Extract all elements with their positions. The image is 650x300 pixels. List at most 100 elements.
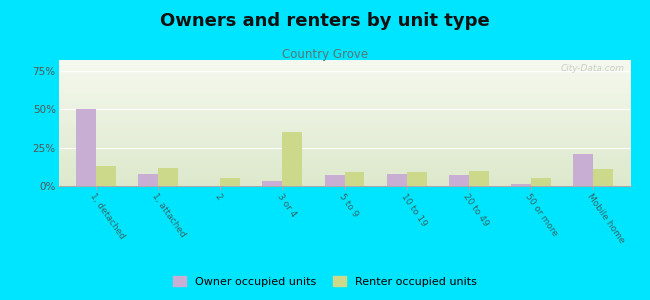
Bar <box>469 171 489 186</box>
Bar <box>58 84 630 85</box>
Bar <box>58 104 630 105</box>
Bar <box>58 153 630 154</box>
Bar <box>58 121 630 122</box>
Bar <box>58 156 630 157</box>
Text: Country Grove: Country Grove <box>282 48 368 61</box>
Bar <box>58 90 630 92</box>
Bar <box>58 105 630 106</box>
Bar <box>58 102 630 103</box>
Text: City-Data.com: City-Data.com <box>561 64 625 73</box>
Bar <box>58 94 630 95</box>
Bar <box>58 163 630 165</box>
Bar <box>58 92 630 93</box>
Bar <box>58 62 630 64</box>
Bar <box>58 157 630 158</box>
Bar <box>58 162 630 163</box>
Bar <box>58 127 630 128</box>
Bar <box>58 123 630 124</box>
Bar <box>58 152 630 153</box>
Bar <box>58 178 630 180</box>
Bar <box>58 138 630 140</box>
Bar <box>58 97 630 98</box>
Bar <box>58 79 630 80</box>
Bar <box>58 85 630 86</box>
Bar <box>58 182 630 184</box>
Bar <box>573 154 593 186</box>
Bar <box>58 125 630 127</box>
Bar <box>58 117 630 118</box>
Bar <box>138 174 158 186</box>
Bar <box>344 172 365 186</box>
Bar <box>58 161 630 162</box>
Bar <box>58 134 630 136</box>
Bar <box>58 83 630 84</box>
Bar <box>58 167 630 168</box>
Bar <box>593 169 613 186</box>
Bar <box>58 176 630 177</box>
Bar <box>58 61 630 62</box>
Bar <box>58 149 630 151</box>
Bar <box>58 93 630 94</box>
Bar <box>324 175 345 186</box>
Bar <box>58 141 630 142</box>
Bar <box>58 89 630 90</box>
Bar <box>58 137 630 138</box>
Bar <box>58 169 630 171</box>
Bar <box>58 74 630 75</box>
Bar <box>58 106 630 108</box>
Bar <box>58 108 630 109</box>
Bar <box>58 173 630 175</box>
Bar <box>58 98 630 99</box>
Bar <box>58 130 630 132</box>
Bar <box>96 166 116 186</box>
Bar <box>263 182 282 186</box>
Bar <box>58 80 630 81</box>
Bar <box>58 166 630 167</box>
Bar <box>449 175 469 186</box>
Bar <box>58 88 630 89</box>
Bar <box>58 110 630 112</box>
Bar <box>58 100 630 102</box>
Bar <box>220 178 240 186</box>
Bar <box>531 178 551 186</box>
Bar <box>58 64 630 65</box>
Bar <box>58 119 630 121</box>
Bar <box>58 75 630 76</box>
Bar <box>58 177 630 178</box>
Bar <box>58 66 630 68</box>
Bar <box>76 109 96 186</box>
Bar <box>58 116 630 117</box>
Bar <box>58 81 630 83</box>
Bar <box>58 95 630 97</box>
Bar <box>58 132 630 133</box>
Bar <box>58 158 630 160</box>
Bar <box>58 168 630 169</box>
Bar <box>58 180 630 181</box>
Bar <box>58 148 630 149</box>
Bar <box>58 124 630 125</box>
Bar <box>58 99 630 100</box>
Bar <box>58 65 630 66</box>
Bar <box>58 140 630 141</box>
Bar <box>511 184 531 186</box>
Bar <box>387 174 407 186</box>
Bar <box>58 122 630 123</box>
Bar <box>58 175 630 176</box>
Bar <box>407 172 426 186</box>
Bar <box>58 103 630 104</box>
Bar <box>58 147 630 148</box>
Bar <box>58 68 630 69</box>
Bar <box>58 142 630 143</box>
Bar <box>58 160 630 161</box>
Bar <box>58 172 630 173</box>
Bar <box>58 144 630 146</box>
Text: Owners and renters by unit type: Owners and renters by unit type <box>160 12 490 30</box>
Bar <box>58 78 630 79</box>
Bar <box>58 73 630 74</box>
Bar <box>58 128 630 129</box>
Bar <box>158 168 178 186</box>
Bar <box>58 129 630 130</box>
Bar <box>58 133 630 134</box>
Bar <box>58 146 630 147</box>
Bar <box>58 114 630 116</box>
